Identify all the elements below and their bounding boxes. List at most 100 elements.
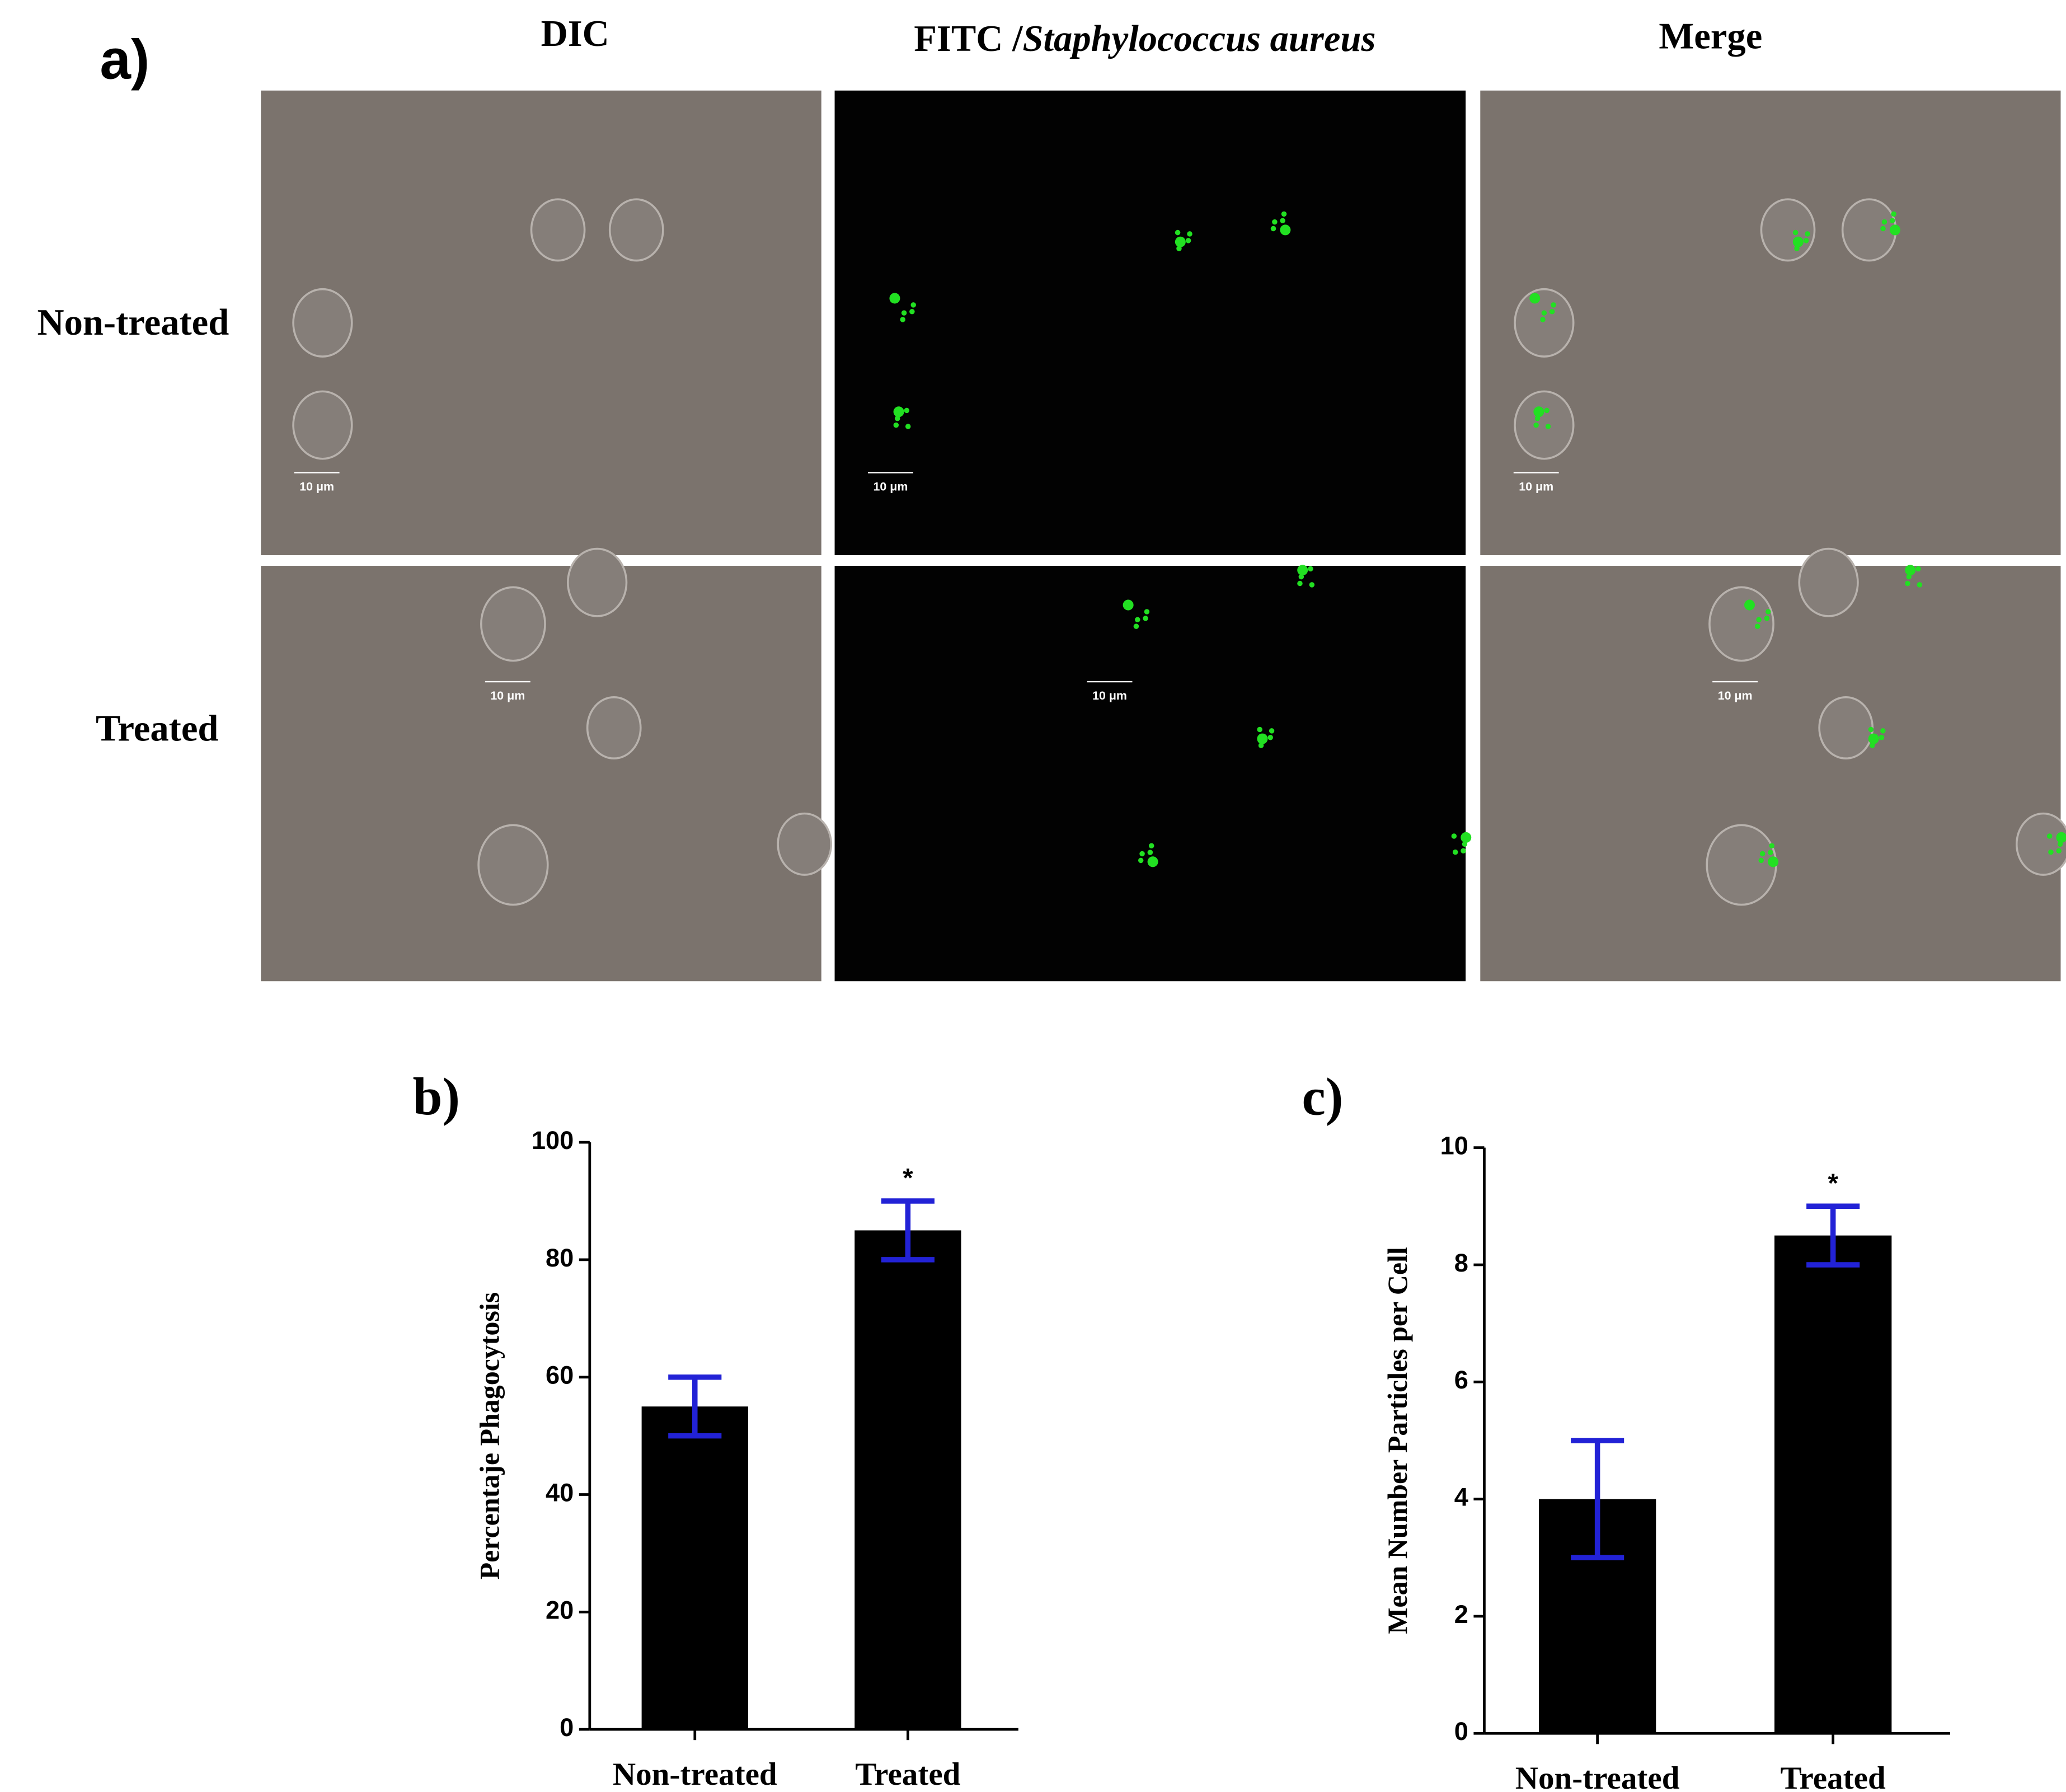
fluorescent-particle [1534, 415, 1541, 421]
cell [586, 696, 642, 759]
fluorescent-particle [2057, 841, 2063, 847]
fluorescent-particle [1297, 580, 1303, 587]
cell [477, 824, 549, 906]
row-label: Treated [96, 709, 218, 749]
fluorescent-particle [2046, 833, 2053, 839]
fluorescent-particle [900, 317, 905, 322]
scale-bar-label: 10 μm [1519, 480, 1553, 493]
cell [567, 547, 628, 617]
cell [1708, 586, 1774, 662]
error-bar [1806, 1203, 1860, 1268]
fluorescent-particle [1280, 218, 1285, 224]
fluorescent-particle [2056, 848, 2062, 853]
fluorescent-particle [1143, 616, 1148, 621]
cell [1706, 824, 1777, 906]
panel-label: c) [1302, 1067, 1344, 1127]
fluorescent-particle [1175, 236, 1186, 247]
bar [854, 1230, 961, 1730]
column-title: DIC [541, 13, 609, 54]
micrograph-background [834, 566, 1466, 982]
y-tick-label: 20 [546, 1596, 574, 1624]
scale-bar-label: 10 μm [490, 689, 525, 702]
y-tick-label: 2 [1454, 1600, 1468, 1629]
y-tick-label: 80 [546, 1244, 574, 1272]
fluorescent-particle [1891, 211, 1896, 217]
bar [641, 1406, 748, 1730]
fluorescent-particle [1147, 850, 1153, 855]
y-axis-label: Percentaje Phagocytosis [474, 1292, 505, 1580]
fluorescent-particle [893, 422, 899, 428]
fluorescent-particle [1452, 849, 1458, 855]
fluorescent-particle [1759, 851, 1766, 857]
fluorescent-particle [1868, 726, 1874, 733]
fluorescent-particle [1281, 211, 1287, 217]
fluorescent-particle [1269, 728, 1275, 734]
fluorescent-particle [1905, 565, 1916, 576]
micrograph: 10 μm [261, 90, 821, 556]
scale-bar-label: 10 μm [299, 480, 334, 493]
micrograph-background [834, 90, 1466, 556]
fluorescent-particle [1176, 246, 1182, 251]
fluorescent-particle [1533, 422, 1539, 428]
fluorescent-particle [1123, 599, 1134, 611]
fluorescent-particle [1792, 229, 1799, 236]
micrograph-background [1480, 90, 2061, 556]
micrograph: 10 μm [1480, 547, 2066, 982]
fluorescent-particle [1915, 566, 1921, 572]
fluorescent-particle [1175, 229, 1181, 236]
fluorescent-particle [1148, 843, 1154, 849]
fluorescent-particle [1755, 623, 1760, 629]
fluorescent-particle [1280, 224, 1291, 236]
fluorescent-particle [1756, 617, 1762, 623]
fluorescent-particle [1868, 733, 1879, 744]
fluorescent-particle [1766, 609, 1771, 614]
fluorescent-particle [1870, 743, 1875, 748]
fluorescent-particle [1298, 574, 1304, 580]
y-tick-label: 0 [560, 1713, 574, 1742]
fluorescent-particle [1764, 616, 1770, 621]
fluorescent-particle [1889, 218, 1895, 224]
fluorescent-particle [1544, 407, 1549, 414]
y-tick-label: 8 [1454, 1249, 1468, 1277]
fluorescent-particle [1880, 226, 1886, 232]
fluorescent-particle [1905, 580, 1910, 587]
significance-marker: * [903, 1163, 913, 1193]
fluorescent-particle [1880, 728, 1886, 734]
fluorescent-particle [1533, 406, 1544, 417]
fluorescent-particle [1758, 857, 1764, 864]
fluorescent-particle [1541, 310, 1547, 316]
scale-bar-label: 10 μm [1092, 689, 1127, 702]
fluorescent-particle [1309, 582, 1315, 588]
cell [1760, 198, 1816, 262]
x-tick-label: Non-treated [1515, 1761, 1680, 1792]
scale-bar-label: 10 μm [874, 480, 908, 493]
cell [1841, 198, 1897, 262]
column-title: Merge [1659, 16, 1762, 57]
fluorescent-particle [1308, 566, 1313, 572]
bar-chart: b) 0 20 40 60 80 100 Percentaje Phagocytosis Non… [412, 1067, 1018, 1792]
micrograph: 10 μm [834, 90, 1466, 556]
fluorescent-particle [1139, 851, 1145, 857]
fluorescent-particle [1461, 832, 1472, 843]
cell [292, 288, 353, 358]
fluorescent-particle [1792, 236, 1804, 247]
panel-label: b) [412, 1067, 460, 1127]
micrograph-background [261, 90, 821, 556]
y-tick-label: 0 [1454, 1717, 1468, 1746]
y-axis-label: Mean Number Particles per Cell [1382, 1247, 1413, 1634]
fluorescent-particle [1917, 582, 1923, 588]
fluorescent-particle [2056, 832, 2066, 843]
fluorescent-particle [1906, 574, 1912, 580]
fluorescent-particle [1135, 617, 1140, 623]
scale-bar-label: 10 μm [1718, 689, 1753, 702]
fluorescent-particle [1768, 856, 1779, 867]
cell [1818, 696, 1874, 759]
panel-label: a) [100, 29, 149, 91]
fluorescent-particle [1272, 219, 1278, 225]
y-tick-label: 10 [1440, 1132, 1468, 1160]
fluorescent-particle [1879, 734, 1885, 740]
fluorescent-particle [1187, 231, 1192, 237]
row-label: Non-treated [37, 302, 229, 343]
cell [1514, 288, 1575, 358]
